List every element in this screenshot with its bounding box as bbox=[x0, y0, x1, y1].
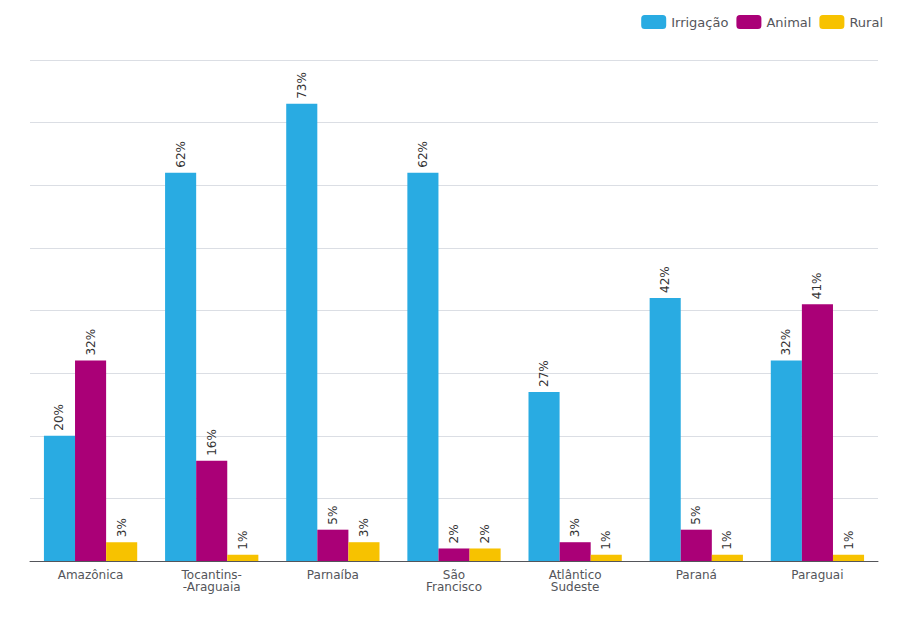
svg-text:Paraná: Paraná bbox=[676, 568, 717, 582]
svg-text:73%: 73% bbox=[295, 72, 309, 99]
svg-text:1%: 1% bbox=[842, 531, 856, 550]
svg-text:42%: 42% bbox=[658, 266, 672, 293]
svg-text:1%: 1% bbox=[236, 531, 250, 550]
svg-text:Amazônica: Amazônica bbox=[58, 568, 124, 582]
svg-text:27%: 27% bbox=[537, 360, 551, 387]
svg-text:1%: 1% bbox=[599, 531, 613, 550]
svg-text:3%: 3% bbox=[115, 518, 129, 537]
svg-text:3%: 3% bbox=[357, 518, 371, 537]
svg-text:Tocantins-: Tocantins- bbox=[181, 568, 242, 582]
svg-text:5%: 5% bbox=[689, 506, 703, 525]
svg-text:Parnaíba: Parnaíba bbox=[307, 568, 359, 582]
svg-text:5%: 5% bbox=[326, 506, 340, 525]
svg-text:32%: 32% bbox=[84, 329, 98, 356]
svg-text:Francisco: Francisco bbox=[426, 580, 482, 594]
svg-text:Paraguai: Paraguai bbox=[791, 568, 843, 582]
svg-text:2%: 2% bbox=[478, 524, 492, 543]
svg-text:1%: 1% bbox=[720, 531, 734, 550]
svg-text:2%: 2% bbox=[447, 524, 461, 543]
svg-text:16%: 16% bbox=[205, 429, 219, 456]
svg-text:-Araguaia: -Araguaia bbox=[183, 580, 241, 594]
svg-text:3%: 3% bbox=[568, 518, 582, 537]
svg-text:20%: 20% bbox=[52, 404, 66, 431]
svg-text:62%: 62% bbox=[174, 141, 188, 168]
svg-text:62%: 62% bbox=[416, 141, 430, 168]
svg-text:Rural: Rural bbox=[849, 15, 883, 30]
svg-text:Irrigação: Irrigação bbox=[671, 15, 728, 30]
svg-text:Atlântico: Atlântico bbox=[548, 568, 602, 582]
svg-text:São: São bbox=[442, 568, 466, 582]
svg-text:41%: 41% bbox=[810, 273, 824, 300]
svg-text:32%: 32% bbox=[779, 329, 793, 356]
svg-text:Sudeste: Sudeste bbox=[551, 580, 600, 594]
svg-text:Animal: Animal bbox=[766, 15, 811, 30]
